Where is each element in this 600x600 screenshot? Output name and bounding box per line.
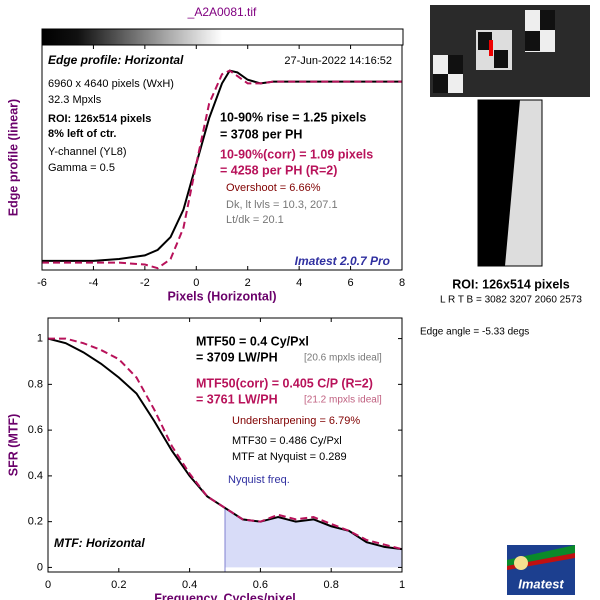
- x-axis-label: Frequency, Cycles/pixel: [154, 591, 296, 600]
- roi-marker: [489, 40, 493, 56]
- plot-frame: [41, 44, 403, 271]
- annotation: 6960 x 4640 pixels (WxH): [48, 78, 174, 90]
- x-tick-label: 0.6: [253, 579, 268, 591]
- x-tick-label: 1: [399, 579, 405, 591]
- edge-angle: Edge angle = -5.33 degs: [420, 327, 529, 338]
- x-tick-label: -2: [140, 277, 150, 289]
- y-tick-label: 0.4: [28, 470, 43, 482]
- plot-frame: [47, 317, 403, 573]
- y-tick-label: 0.2: [28, 516, 43, 528]
- annotation: 8% left of ctr.: [48, 128, 116, 140]
- thumb-target: [433, 74, 448, 93]
- x-tick-label: 0.4: [182, 579, 197, 591]
- series-line: [42, 69, 402, 270]
- annotation: = 3709 LW/PH: [196, 350, 278, 364]
- annotation: [21.2 mpxls ideal]: [304, 395, 382, 406]
- annotation: Nyquist freq.: [228, 474, 290, 486]
- x-tick-label: -4: [89, 277, 99, 289]
- x-tick-label: 2: [245, 277, 251, 289]
- x-tick-label: 4: [296, 277, 302, 289]
- y-tick-label: 0.8: [28, 378, 43, 390]
- annotation: 10-90% rise = 1.25 pixels: [220, 110, 366, 124]
- annotation: MTF50 = 0.4 Cy/Pxl: [196, 334, 309, 348]
- annotation: 10-90%(corr) = 1.09 pixels: [220, 147, 373, 161]
- annotation: = 4258 per PH (R=2): [220, 163, 337, 177]
- annotation: = 3708 per PH: [220, 127, 302, 141]
- roi-dark: [478, 100, 520, 266]
- file-title: _A2A0081.tif: [187, 5, 257, 19]
- thumb-target: [525, 31, 540, 51]
- x-tick-label: 0.2: [111, 579, 126, 591]
- x-axis-label: Pixels (Horizontal): [167, 289, 276, 303]
- thumb-target: [494, 50, 508, 68]
- annotation: Lt/dk = 20.1: [226, 214, 284, 226]
- annotation: ROI: 126x514 pixels: [48, 113, 151, 125]
- annotation: MTF30 = 0.486 Cy/Pxl: [232, 435, 342, 447]
- annotation: MTF50(corr) = 0.405 C/P (R=2): [196, 376, 373, 390]
- gray-bar: [41, 28, 404, 46]
- y-tick-label: 0.6: [28, 424, 43, 436]
- x-tick-label: 8: [399, 277, 405, 289]
- thumb-target: [540, 10, 555, 30]
- thumb-target: [448, 55, 463, 74]
- nyquist-area: [225, 507, 402, 568]
- y-axis-label: SFR (MTF): [6, 414, 20, 476]
- annotation: [20.6 mpxls ideal]: [304, 353, 382, 364]
- y-axis-label: Edge profile (linear): [6, 99, 20, 216]
- annotation: Gamma = 0.5: [48, 162, 115, 174]
- annotation: 27-Jun-2022 14:16:52: [284, 55, 392, 67]
- x-tick-label: 0.8: [324, 579, 339, 591]
- x-tick-label: -6: [37, 277, 47, 289]
- annotation: = 3761 LW/PH: [196, 392, 278, 406]
- annotation: Edge profile: Horizontal: [48, 53, 184, 67]
- annotation: Undersharpening = 6.79%: [232, 415, 360, 427]
- logo-sun: [514, 556, 528, 570]
- annotation: MTF: Horizontal: [54, 536, 145, 550]
- annotation: Overshoot = 6.66%: [226, 182, 321, 194]
- annotation: Dk, lt lvls = 10.3, 207.1: [226, 199, 338, 211]
- y-tick-label: 1: [37, 333, 43, 345]
- annotation: MTF at Nyquist = 0.289: [232, 451, 347, 463]
- roi-label: ROI: 126x514 pixels: [452, 277, 569, 291]
- annotation: 32.3 Mpxls: [48, 94, 102, 106]
- annotation: Y-channel (YL8): [48, 146, 126, 158]
- series-line: [48, 337, 402, 551]
- y-tick-label: 0: [37, 561, 43, 573]
- logo-text: Imatest: [518, 576, 564, 591]
- x-tick-label: 0: [45, 579, 51, 591]
- thumb-target: [478, 32, 492, 50]
- x-tick-label: 0: [193, 277, 199, 289]
- roi-coords: L R T B = 3082 3207 2060 2573: [440, 295, 582, 306]
- annotation: Imatest 2.0.7 Pro: [295, 254, 390, 268]
- x-tick-label: 6: [348, 277, 354, 289]
